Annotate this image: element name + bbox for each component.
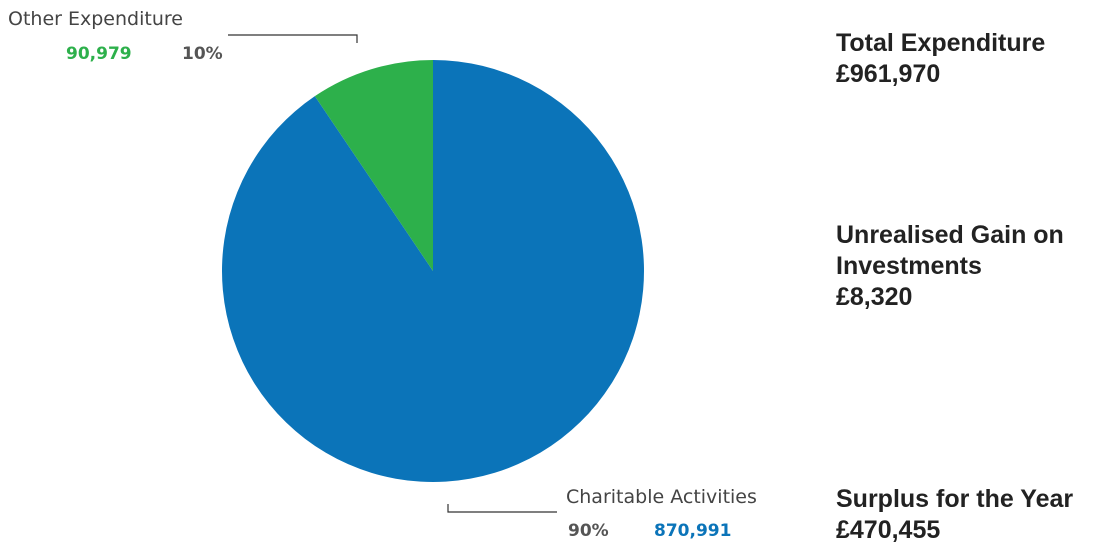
pie-slice-other-expenditure [314,60,433,271]
unrealised-gain-label-line1: Unrealised Gain on [836,221,1064,249]
surplus-label: Surplus for the Year [836,485,1074,513]
summary-total-expenditure: Total Expenditure £961,970 [836,28,1045,90]
total-expenditure-label: Total Expenditure [836,29,1046,57]
slice-percent-charitable-activities: 90% [568,521,609,541]
pie-slice-charitable-activities [222,60,645,483]
unrealised-gain-value: £8,320 [836,283,913,311]
summary-unrealised-gain: Unrealised Gain on Investments £8,320 [836,220,1064,313]
summary-surplus-for-the-year: Surplus for the Year £470,455 [836,484,1073,546]
leader-line-charitable-activities [447,504,557,513]
slice-percent-other-expenditure: 10% [182,44,223,64]
unrealised-gain-label-line2: Investments [836,252,982,280]
slice-value-other-expenditure: 90,979 [66,44,132,64]
total-expenditure-value: £961,970 [836,60,941,88]
slice-value-charitable-activities: 870,991 [654,521,732,541]
slice-label-charitable-activities: Charitable Activities [566,486,757,508]
leader-line-other-expenditure [228,34,358,43]
surplus-value: £470,455 [836,516,941,544]
slice-label-other-expenditure: Other Expenditure [8,8,183,30]
